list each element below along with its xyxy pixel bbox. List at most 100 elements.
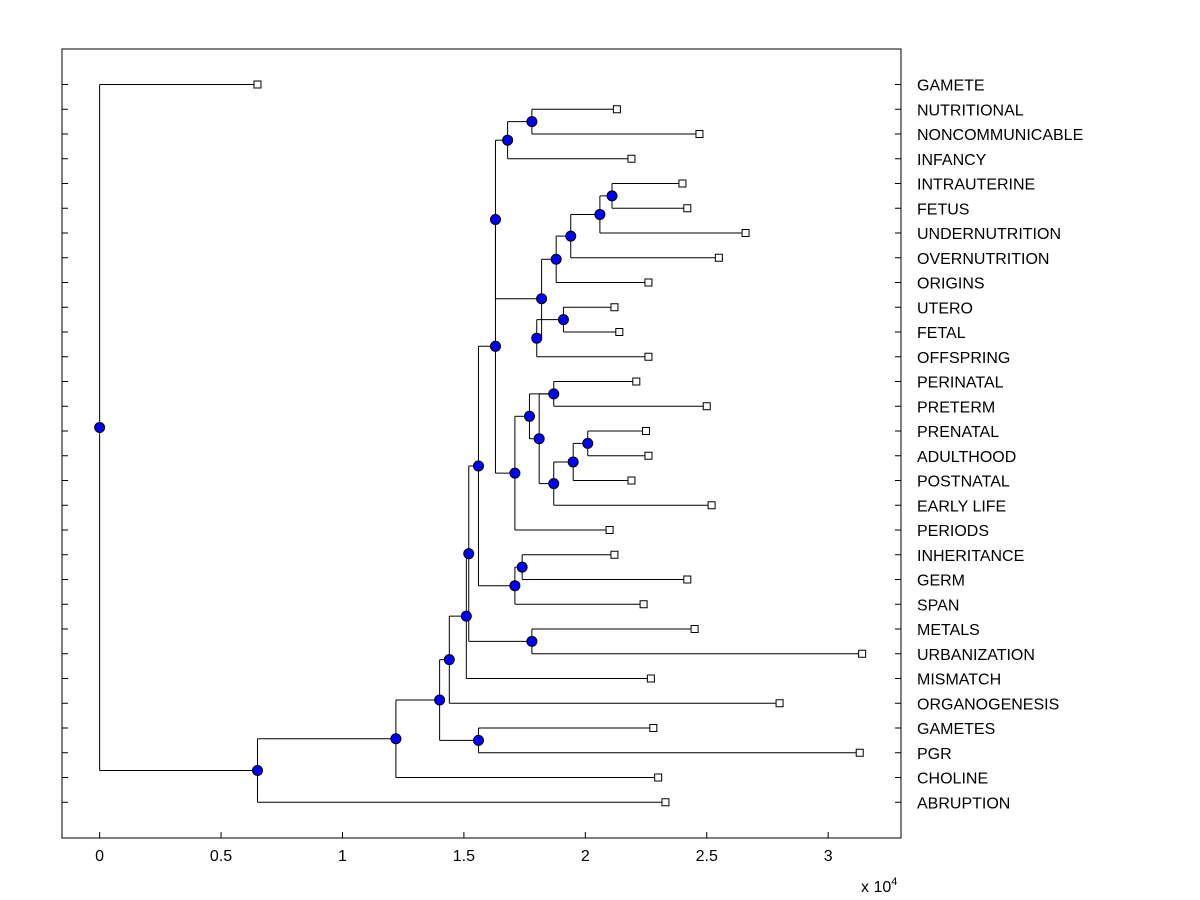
leaf-marker-8	[644, 278, 653, 287]
leaf-marker-10	[615, 328, 624, 336]
leaf-label-21: SPAN	[917, 597, 959, 614]
x-scale-base: x 10	[861, 879, 891, 896]
leaf-label-0: GAMETE	[917, 78, 985, 95]
leaf-label-22: METALS	[917, 622, 980, 639]
leaf-marker-17	[707, 501, 716, 510]
merge-node-m17	[489, 213, 501, 225]
merge-node-m20	[509, 580, 521, 592]
leaf-label-18: PERIODS	[917, 523, 989, 540]
leaf-label-20: GERM	[917, 573, 965, 590]
leaf-label-7: OVERNUTRITION	[917, 251, 1049, 268]
leaf-markers	[253, 80, 867, 807]
leaf-label-28: CHOLINE	[917, 771, 988, 788]
merge-node-m1	[526, 116, 538, 128]
x-tick-label-1: 0.5	[210, 848, 232, 865]
merge-node-m30	[94, 422, 106, 434]
merge-node-m16	[509, 467, 521, 479]
merge-node-m11	[582, 437, 594, 449]
x-tick-label-3: 1.5	[453, 848, 475, 865]
merge-node-m26	[472, 734, 484, 746]
leaf-label-26: GAMETES	[917, 721, 995, 738]
leaf-marker-4	[678, 179, 687, 188]
leaf-marker-16	[627, 476, 636, 485]
leaf-label-15: ADULTHOOD	[917, 449, 1016, 466]
leaf-marker-28	[654, 773, 663, 782]
merge-node-m15	[523, 410, 535, 422]
merge-node-m18	[489, 340, 501, 352]
leaf-marker-2	[695, 130, 704, 138]
leaf-label-4: INTRAUTERINE	[917, 177, 1035, 194]
merge-node-m28	[390, 733, 402, 745]
leaf-marker-27	[855, 748, 864, 757]
leaf-label-17: EARLY LIFE	[917, 498, 1006, 515]
leaf-marker-23	[858, 649, 867, 658]
leaf-marker-15	[644, 451, 653, 460]
leaf-marker-11	[644, 352, 653, 361]
merge-node-m23	[463, 548, 475, 560]
x-tick-label-4: 2	[581, 848, 590, 865]
leaf-marker-25	[775, 699, 784, 708]
leaf-label-24: MISMATCH	[917, 672, 1001, 689]
leaf-label-23: URBANIZATION	[917, 647, 1035, 664]
leaf-label-14: PRENATAL	[917, 424, 999, 441]
leaf-marker-12	[632, 377, 641, 386]
x-tick-label-5: 2.5	[696, 848, 718, 865]
leaf-marker-18	[605, 526, 614, 534]
leaf-marker-19	[610, 550, 619, 559]
leaf-marker-9	[610, 303, 619, 312]
leaf-label-19: INHERITANCE	[917, 548, 1024, 565]
right-leaf-ticks	[895, 84, 901, 803]
plot-frame	[61, 48, 902, 839]
merge-node-m5	[565, 230, 577, 242]
merge-node-m7	[557, 314, 569, 326]
merge-node-m27	[434, 694, 446, 706]
leaf-marker-5	[683, 204, 692, 213]
merge-node-m25	[443, 654, 455, 666]
leaf-label-13: PRETERM	[917, 399, 995, 416]
x-tick-label-0: 0	[95, 848, 104, 865]
leaf-label-9: UTERO	[917, 300, 973, 317]
leaf-label-6: UNDERNUTRITION	[917, 226, 1061, 243]
x-axis: 0 0.5 1 1.5 2 2.5 3	[95, 832, 833, 865]
merge-node-m9	[536, 293, 548, 305]
leaf-marker-0	[253, 80, 262, 89]
merge-node-m19	[516, 561, 528, 573]
leaf-marker-20	[683, 575, 692, 584]
leaf-marker-13	[702, 402, 711, 411]
merge-node-m29	[251, 765, 263, 777]
leaf-marker-6	[741, 229, 750, 237]
leaf-marker-26	[649, 724, 658, 732]
merge-node-m6	[550, 253, 562, 265]
leaf-label-8: ORIGINS	[917, 276, 985, 293]
merge-node-m13	[548, 478, 560, 490]
merge-node-m8	[531, 332, 543, 344]
x-tick-label-6: 3	[824, 848, 833, 865]
leaf-marker-3	[627, 154, 636, 163]
merge-node-m4	[594, 208, 606, 220]
leaf-label-5: FETUS	[917, 201, 969, 218]
merge-node-m10	[548, 388, 560, 400]
leaf-label-16: POSTNATAL	[917, 474, 1010, 491]
merge-node-m21	[472, 460, 484, 472]
leaf-marker-14	[642, 427, 651, 435]
leaf-label-3: INFANCY	[917, 152, 987, 169]
x-scale-exponent: 4	[891, 876, 897, 888]
merge-node-m3	[606, 190, 618, 202]
leaf-label-27: PGR	[917, 746, 952, 763]
leaf-label-1: NUTRITIONAL	[917, 102, 1024, 119]
left-leaf-ticks	[62, 84, 68, 803]
leaf-label-25: ORGANOGENESIS	[917, 696, 1059, 713]
merge-nodes	[94, 116, 618, 777]
merge-node-m14	[533, 433, 545, 445]
leaf-marker-7	[714, 253, 723, 262]
merge-node-m12	[567, 456, 579, 468]
leaf-label-29: ABRUPTION	[917, 795, 1010, 812]
leaf-labels: GAMETE NUTRITIONAL NONCOMMUNICABLE INFANCY I…	[917, 78, 1083, 813]
leaf-label-12: PERINATAL	[917, 375, 1004, 392]
merge-node-m24	[460, 610, 472, 622]
leaf-label-2: NONCOMMUNICABLE	[917, 127, 1083, 144]
leaf-label-10: FETAL	[917, 325, 966, 342]
merge-node-m22	[526, 635, 538, 647]
leaf-marker-24	[646, 674, 655, 683]
